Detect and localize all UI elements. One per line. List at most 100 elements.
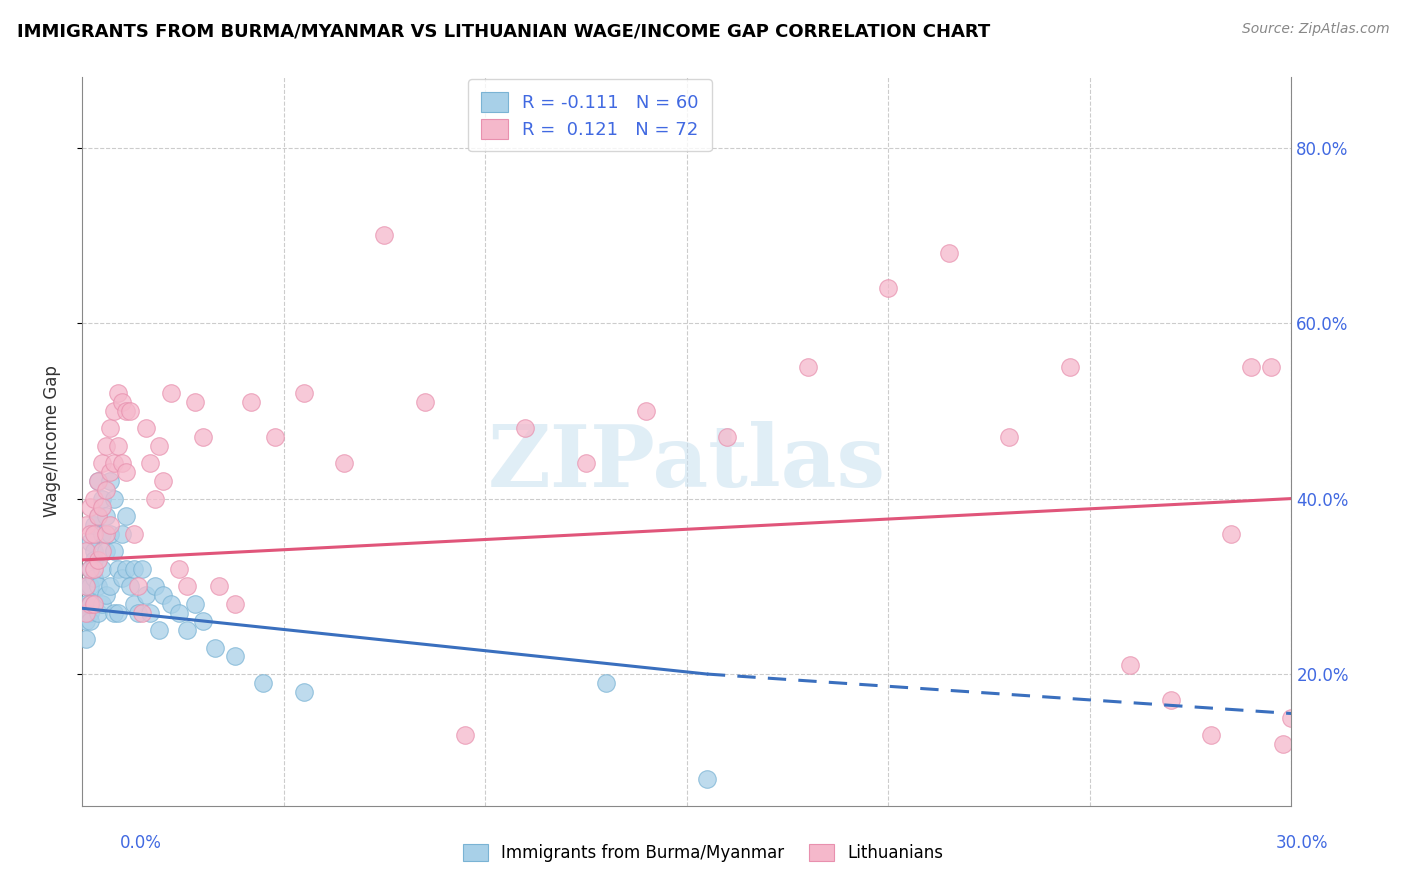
Text: 30.0%: 30.0% <box>1277 834 1329 852</box>
Point <box>1220 526 1243 541</box>
Point <box>75 632 97 646</box>
Point <box>103 606 125 620</box>
Point <box>91 500 114 515</box>
Point <box>111 395 134 409</box>
Point <box>98 421 121 435</box>
Point <box>143 579 166 593</box>
Point <box>111 526 134 541</box>
Point <box>83 597 105 611</box>
Point <box>79 500 101 515</box>
Point <box>131 562 153 576</box>
Point <box>115 404 138 418</box>
Point <box>107 562 129 576</box>
Point <box>79 562 101 576</box>
Point <box>1240 359 1263 374</box>
Point <box>107 606 129 620</box>
Point <box>252 675 274 690</box>
Point <box>292 386 315 401</box>
Point <box>1160 693 1182 707</box>
Point <box>103 544 125 558</box>
Point <box>159 386 181 401</box>
Point <box>75 606 97 620</box>
Point <box>998 430 1021 444</box>
Point <box>124 562 146 576</box>
Point <box>79 579 101 593</box>
Point <box>75 544 97 558</box>
Point <box>240 395 263 409</box>
Point <box>79 615 101 629</box>
Point <box>98 526 121 541</box>
Point <box>91 526 114 541</box>
Point <box>94 509 117 524</box>
Point <box>135 588 157 602</box>
Point <box>87 509 110 524</box>
Point <box>79 562 101 576</box>
Point <box>91 491 114 506</box>
Point <box>1119 658 1142 673</box>
Point <box>127 606 149 620</box>
Point <box>111 457 134 471</box>
Point <box>94 483 117 497</box>
Point <box>152 588 174 602</box>
Point <box>575 457 598 471</box>
Point <box>152 474 174 488</box>
Legend: R = -0.111   N = 60, R =  0.121   N = 72: R = -0.111 N = 60, R = 0.121 N = 72 <box>468 79 711 152</box>
Text: Source: ZipAtlas.com: Source: ZipAtlas.com <box>1241 22 1389 37</box>
Point <box>87 509 110 524</box>
Point <box>94 588 117 602</box>
Point <box>79 606 101 620</box>
Point <box>75 615 97 629</box>
Point <box>716 430 738 444</box>
Point <box>83 597 105 611</box>
Point <box>1272 737 1295 751</box>
Point <box>176 623 198 637</box>
Point <box>115 509 138 524</box>
Point <box>79 535 101 549</box>
Point <box>148 623 170 637</box>
Point <box>94 544 117 558</box>
Point <box>1260 359 1282 374</box>
Point <box>91 562 114 576</box>
Point <box>83 570 105 584</box>
Point <box>204 640 226 655</box>
Point <box>115 465 138 479</box>
Text: IMMIGRANTS FROM BURMA/MYANMAR VS LITHUANIAN WAGE/INCOME GAP CORRELATION CHART: IMMIGRANTS FROM BURMA/MYANMAR VS LITHUAN… <box>17 22 990 40</box>
Point <box>83 526 105 541</box>
Y-axis label: Wage/Income Gap: Wage/Income Gap <box>44 366 60 517</box>
Point <box>877 281 900 295</box>
Point <box>224 649 246 664</box>
Point <box>796 359 818 374</box>
Point <box>176 579 198 593</box>
Point <box>333 457 356 471</box>
Point <box>184 597 207 611</box>
Point <box>79 597 101 611</box>
Point <box>83 491 105 506</box>
Point <box>98 579 121 593</box>
Point <box>373 228 395 243</box>
Point <box>115 562 138 576</box>
Point <box>94 526 117 541</box>
Point <box>120 404 142 418</box>
Point <box>167 606 190 620</box>
Point <box>87 553 110 567</box>
Point <box>595 675 617 690</box>
Text: ZIPatlas: ZIPatlas <box>488 421 886 506</box>
Point <box>107 386 129 401</box>
Point <box>87 579 110 593</box>
Point <box>1281 711 1303 725</box>
Point <box>75 606 97 620</box>
Point <box>111 570 134 584</box>
Point <box>1059 359 1081 374</box>
Point <box>75 597 97 611</box>
Point <box>454 728 477 742</box>
Point <box>98 474 121 488</box>
Point <box>139 457 162 471</box>
Point <box>139 606 162 620</box>
Point <box>83 517 105 532</box>
Point <box>636 404 658 418</box>
Point <box>167 562 190 576</box>
Point <box>159 597 181 611</box>
Point <box>696 772 718 787</box>
Point <box>264 430 287 444</box>
Point <box>87 474 110 488</box>
